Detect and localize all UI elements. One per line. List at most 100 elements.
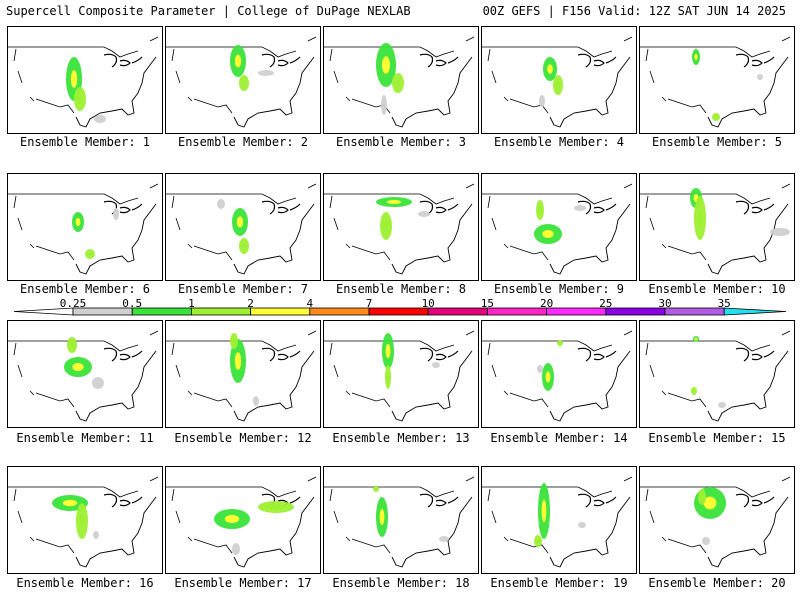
scp-shaded-core: [234, 352, 242, 370]
great-lakes-outline: [261, 347, 301, 362]
scp-shaded-core: [692, 389, 696, 393]
west-coast: [487, 342, 509, 396]
west-coast: [329, 48, 351, 102]
panel-caption: Ensemble Member: 4: [493, 135, 625, 149]
border-line: [166, 486, 297, 498]
colorbar-tick-label: 2: [247, 297, 254, 310]
scp-shaded-area: [258, 70, 274, 76]
great-lakes-outline: [103, 493, 143, 508]
scp-shaded-core: [77, 94, 83, 104]
colorbar-segment: [486, 307, 547, 316]
great-lakes-outline: [419, 53, 459, 68]
border-line: [482, 46, 613, 58]
colorbar-tick-label: 0.5: [122, 297, 143, 310]
us-basemap: [640, 330, 791, 422]
great-lakes-outline: [261, 200, 301, 215]
us-basemap: [324, 36, 475, 128]
great-lakes-outline: [103, 53, 143, 68]
panel-caption: Ensemble Member: 9: [493, 282, 625, 296]
border-line: [482, 193, 613, 205]
west-coast: [13, 48, 35, 102]
border-line: [640, 193, 771, 205]
panel-caption: Ensemble Member: 11: [16, 431, 154, 445]
mexico-border: [35, 538, 75, 554]
scp-shaded-area: [432, 362, 440, 368]
panel-caption: Ensemble Member: 14: [490, 431, 628, 445]
west-coast: [171, 342, 193, 396]
coastline: [707, 183, 791, 275]
coastline: [391, 183, 475, 275]
colorbar-segment: [546, 307, 607, 316]
scp-shaded-core: [75, 218, 81, 226]
colorbar-tick-label: 0.25: [59, 297, 87, 310]
border-line: [8, 46, 139, 58]
great-lakes-outline: [735, 347, 775, 362]
colorbar-segment: [250, 307, 311, 316]
scp-shaded-core: [379, 509, 385, 525]
panel-caption: Ensemble Member: 13: [332, 431, 470, 445]
scp-shaded-core: [714, 115, 718, 119]
ensemble-map-panel: [165, 320, 321, 428]
scp-shaded-area: [217, 199, 225, 209]
scp-shaded-core: [385, 343, 391, 359]
us-basemap: [324, 476, 475, 568]
scp-shaded-core: [236, 216, 244, 228]
coastline: [75, 36, 159, 128]
us-basemap: [482, 330, 633, 422]
border-line: [166, 46, 297, 58]
great-lakes-outline: [419, 200, 459, 215]
ensemble-map-panel: [481, 320, 637, 428]
west-coast: [13, 488, 35, 542]
ensemble-map-panel: [639, 320, 795, 428]
mexico-border: [667, 98, 707, 114]
west-coast: [13, 342, 35, 396]
mexico-border: [193, 538, 233, 554]
ensemble-map-panel: [165, 173, 321, 281]
scp-shaded-core: [383, 220, 389, 232]
scp-shaded-core: [70, 70, 78, 88]
scp-shaded-core: [556, 81, 560, 89]
scp-shaded-area: [702, 537, 710, 545]
ensemble-map-panel: [7, 26, 163, 134]
us-basemap: [482, 476, 633, 568]
border-line: [324, 46, 455, 58]
coastline: [233, 476, 317, 568]
scp-shaded-core: [224, 515, 240, 523]
ensemble-map-panel: [7, 173, 163, 281]
colorbar-tick-label: 7: [365, 297, 373, 310]
mexico-border: [351, 538, 391, 554]
coastline: [75, 476, 159, 568]
ensemble-map-panel: [481, 26, 637, 134]
scp-shaded-core: [697, 209, 703, 227]
scp-shaded-area: [537, 365, 543, 373]
scp-shaded-core: [538, 206, 542, 214]
scp-shaded-area: [232, 543, 240, 555]
scp-shaded-core: [395, 79, 401, 87]
great-lakes-outline: [735, 53, 775, 68]
ensemble-map-panel: [481, 173, 637, 281]
colorbar-tick-label: 25: [599, 297, 613, 310]
mexico-border: [509, 245, 549, 261]
scp-shaded-area: [93, 531, 99, 539]
panel-caption: Ensemble Member: 20: [648, 576, 786, 590]
scp-shaded-core: [382, 56, 390, 74]
us-basemap: [166, 183, 317, 275]
us-basemap: [166, 476, 317, 568]
mexico-border: [667, 392, 707, 408]
panel-caption: Ensemble Member: 2: [177, 135, 309, 149]
panel-caption: Ensemble Member: 12: [174, 431, 312, 445]
colorbar-tick-label: 30: [658, 297, 672, 310]
great-lakes-outline: [577, 493, 617, 508]
panel-caption: Ensemble Member: 17: [174, 576, 312, 590]
ensemble-map-panel: [639, 466, 795, 574]
colorbar-segment: [605, 307, 666, 316]
scp-shaded-core: [545, 371, 551, 383]
ensemble-map-panel: [323, 466, 479, 574]
us-basemap: [324, 183, 475, 275]
scp-shaded-core: [62, 499, 78, 507]
valid-time-label: 00Z GEFS | F156 Valid: 12Z SAT JUN 14 20…: [482, 4, 786, 18]
scp-shaded-core: [88, 252, 92, 256]
scp-shaded-core: [70, 341, 74, 349]
colorbar-segment: [190, 307, 251, 316]
scp-shaded-area: [770, 228, 790, 236]
